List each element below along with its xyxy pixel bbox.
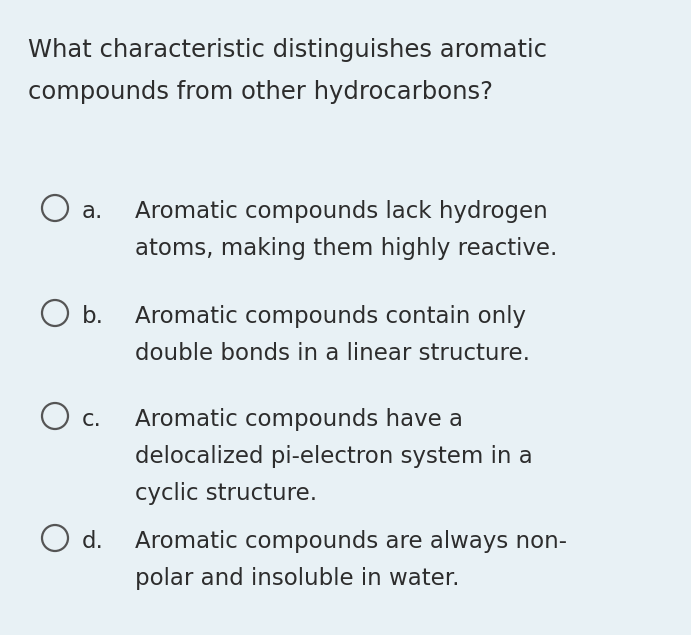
Text: cyclic structure.: cyclic structure. <box>135 482 317 505</box>
Text: Aromatic compounds are always non-: Aromatic compounds are always non- <box>135 530 567 553</box>
Text: Aromatic compounds have a: Aromatic compounds have a <box>135 408 463 431</box>
Text: Aromatic compounds lack hydrogen: Aromatic compounds lack hydrogen <box>135 200 548 223</box>
Text: d.: d. <box>82 530 104 553</box>
Text: a.: a. <box>82 200 104 223</box>
Text: Aromatic compounds contain only: Aromatic compounds contain only <box>135 305 526 328</box>
Text: atoms, making them highly reactive.: atoms, making them highly reactive. <box>135 237 558 260</box>
Text: What characteristic distinguishes aromatic: What characteristic distinguishes aromat… <box>28 38 547 62</box>
Text: compounds from other hydrocarbons?: compounds from other hydrocarbons? <box>28 80 493 104</box>
Text: delocalized pi-electron system in a: delocalized pi-electron system in a <box>135 445 533 468</box>
Text: b.: b. <box>82 305 104 328</box>
Text: polar and insoluble in water.: polar and insoluble in water. <box>135 567 460 590</box>
Text: double bonds in a linear structure.: double bonds in a linear structure. <box>135 342 530 365</box>
Text: c.: c. <box>82 408 102 431</box>
